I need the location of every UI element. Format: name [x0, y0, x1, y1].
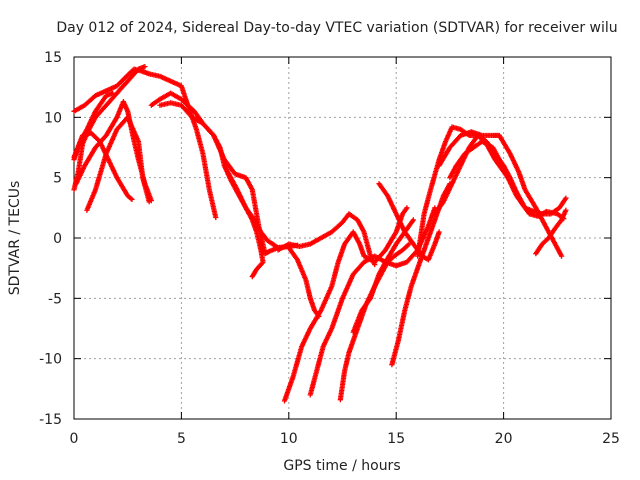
data-point [128, 195, 134, 202]
series-arc-6 [73, 99, 154, 204]
data-point [110, 90, 116, 96]
data-point [522, 205, 528, 211]
x-tick-label: 20 [495, 431, 513, 447]
y-tick-label: 15 [44, 50, 62, 66]
series-arc-21 [432, 132, 528, 217]
y-tick-label: 5 [53, 171, 62, 187]
y-tick-label: -15 [39, 412, 62, 428]
y-axis-label: SDTVAR / TECUs [7, 181, 23, 296]
data-point [563, 207, 569, 213]
series-arc-15 [350, 217, 416, 335]
data-point [404, 205, 410, 211]
y-tick-label: -5 [48, 291, 62, 307]
data-series [71, 64, 569, 404]
series-arc-10 [286, 245, 322, 320]
y-tick-label: 10 [44, 110, 62, 126]
data-point [372, 261, 378, 268]
data-point [410, 217, 416, 223]
x-tick-label: 15 [387, 431, 405, 447]
x-tick-label: 10 [280, 431, 298, 447]
series-arc-14 [275, 211, 378, 268]
data-point [563, 195, 569, 201]
series-arc-9 [221, 163, 292, 251]
y-tick-label: 0 [53, 231, 62, 247]
data-point [405, 242, 411, 248]
x-tick-label: 5 [177, 431, 186, 447]
data-point [436, 229, 442, 235]
data-point [148, 197, 154, 204]
x-tick-label: 25 [602, 431, 620, 447]
data-point [142, 64, 148, 70]
series-arc-17 [389, 181, 453, 368]
chart-title: Day 012 of 2024, Sidereal Day-to-day VTE… [56, 20, 617, 36]
data-point [249, 274, 255, 280]
axis-ticks: 0 5 10 15 20 25 -15 -10 -5 0 5 10 15 [39, 50, 620, 447]
series-arc-20 [436, 129, 565, 259]
data-point [129, 196, 135, 202]
series-arc-22 [533, 207, 569, 257]
x-tick-label: 0 [70, 431, 79, 447]
y-tick-label: -10 [39, 352, 62, 368]
data-point [558, 253, 565, 259]
x-axis-label: GPS time / hours [283, 458, 400, 474]
grid [74, 57, 611, 419]
data-point [213, 214, 219, 221]
